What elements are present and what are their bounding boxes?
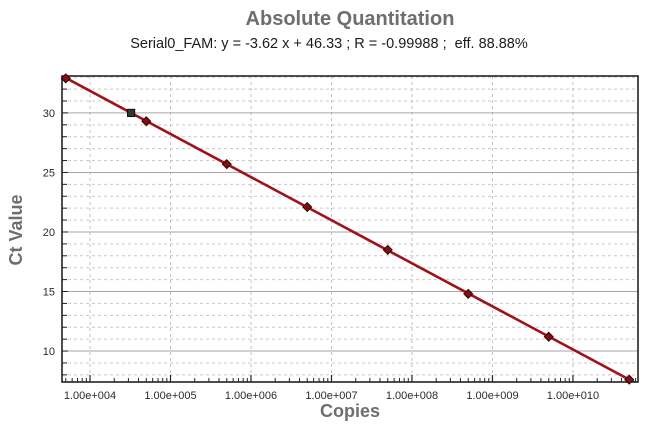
standard-point — [543, 331, 554, 342]
standard-point — [382, 244, 393, 255]
regression-summary: Serial0_FAM: y = -3.62 x + 46.33 ; R = -… — [130, 36, 528, 52]
x-tick-label: 1.00e+007 — [305, 390, 357, 402]
sample-point — [127, 108, 136, 118]
y-tick-label: 25 — [43, 167, 55, 179]
y-tick-label: 30 — [43, 108, 55, 120]
x-tick-label: 1.00e+006 — [225, 390, 277, 402]
x-tick-label: 1.00e+009 — [466, 390, 518, 402]
standard-point — [221, 159, 232, 170]
standard-point — [60, 73, 71, 84]
y-axis-title: Ct Value — [6, 194, 26, 266]
y-tick-label: 15 — [43, 287, 55, 299]
y-tick-label: 10 — [43, 346, 55, 358]
x-tick-label: 1.00e+010 — [547, 390, 599, 402]
x-tick-label: 1.00e+005 — [144, 390, 196, 402]
x-tick-label: 1.00e+008 — [386, 390, 438, 402]
standard-point — [463, 288, 474, 299]
plot-frame — [61, 75, 639, 383]
x-tick-label: 1.00e+004 — [64, 390, 116, 402]
standard-point — [302, 201, 313, 213]
standard-point — [624, 374, 635, 385]
chart-title: Absolute Quantitation — [245, 8, 455, 30]
x-axis-title: Copies — [319, 401, 380, 421]
y-tick-label: 20 — [43, 227, 55, 239]
standard-point — [141, 116, 152, 127]
fit-line — [62, 76, 637, 382]
